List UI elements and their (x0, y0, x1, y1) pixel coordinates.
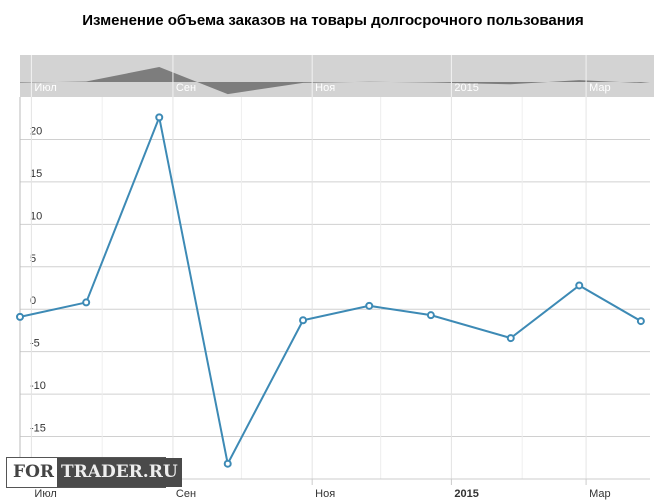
navigator-label: Мар (589, 82, 611, 94)
navigator-label: Июл (34, 82, 56, 94)
y-tick-label: -5 (30, 338, 40, 350)
x-tick-label: Ноя (315, 488, 335, 500)
navigator-label: Сен (176, 82, 196, 94)
watermark-logo: FOR TRADER.RU (6, 457, 182, 488)
chart-title: Изменение объема заказов на товары долго… (82, 12, 584, 29)
y-tick-label: 10 (30, 210, 42, 222)
x-tick-label: Июл (34, 488, 56, 500)
x-tick-label: Мар (589, 488, 611, 500)
y-tick-label: -10 (30, 380, 46, 392)
navigator-label: Ноя (315, 82, 335, 94)
navigator-label: 2015 (454, 82, 478, 94)
data-point (16, 312, 24, 321)
x-tick-label: Сен (176, 488, 196, 500)
data-point (506, 334, 515, 343)
data-point (426, 311, 435, 320)
data-point (636, 317, 645, 326)
y-tick-label: 5 (30, 253, 36, 265)
y-tick-label: -15 (30, 423, 46, 435)
y-tick-label: 15 (30, 168, 42, 180)
data-point (223, 459, 232, 468)
data-point (155, 113, 164, 122)
logo-left: FOR (13, 462, 55, 482)
data-point (365, 301, 374, 310)
logo-right: TRADER.RU (57, 458, 182, 487)
data-point (299, 316, 308, 325)
y-tick-label: 20 (30, 125, 42, 137)
data-point (82, 298, 91, 307)
data-point (575, 281, 584, 290)
navigator-area (20, 67, 650, 95)
y-tick-label: 0 (30, 295, 36, 307)
series-line (19, 113, 642, 467)
x-tick-label: 2015 (454, 488, 478, 500)
